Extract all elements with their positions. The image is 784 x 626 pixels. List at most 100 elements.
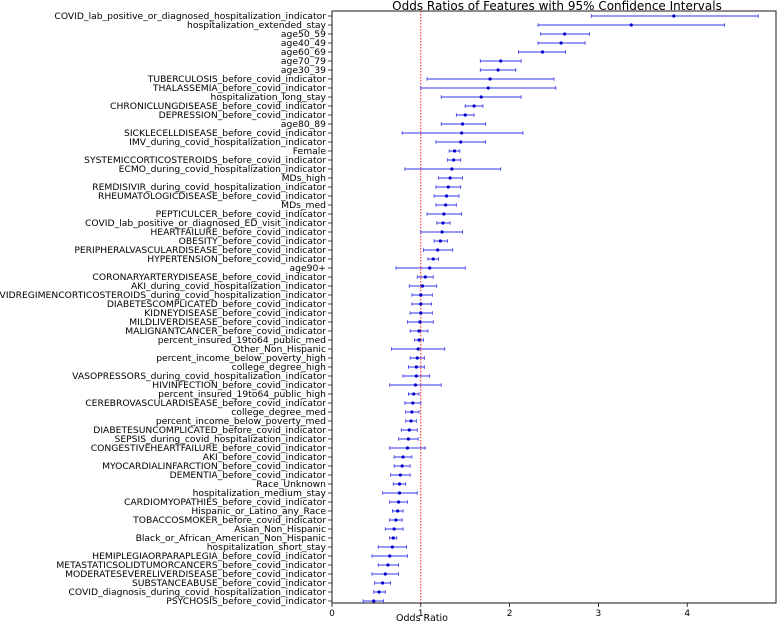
feature-label: ECMO_during_covid_hospitalization_indica… <box>119 164 327 175</box>
odds-ratio-point <box>672 14 676 18</box>
feature-label: DEPRESSION_before_covid_indicator <box>159 110 327 121</box>
x-tick-label: 3 <box>596 609 602 619</box>
chart-title: Odds Ratios of Features with 95% Confide… <box>392 0 722 13</box>
odds-ratio-point <box>372 599 376 603</box>
odds-ratio-point <box>388 554 392 558</box>
feature-label: age50_59 <box>281 29 326 40</box>
feature-label: SEPSIS_during_covid_hospitalization_indi… <box>114 434 326 445</box>
odds-ratio-point <box>499 59 503 63</box>
feature-label: Other_Non_Hispanic <box>233 344 326 355</box>
feature-label: MILDLIVERDISEASE_before_covid_indicator <box>129 317 326 328</box>
feature-label: CORONARYARTERYDISEASE_before_covid_indic… <box>92 272 326 283</box>
feature-label: MODERATESEVERELIVERDISEASE_before_covid_… <box>65 569 326 580</box>
feature-label: COVID_lab_positive_or_diagnosed_ED_visit… <box>85 218 326 229</box>
feature-label: PERIPHERALVASCULARDISEASE_before_covid_i… <box>74 245 326 256</box>
feature-label: hospitalization_long_stay <box>211 92 327 103</box>
odds-ratio-point <box>488 77 492 81</box>
odds-ratio-point <box>410 410 414 414</box>
feature-label: age70_79 <box>281 56 326 67</box>
odds-ratio-point <box>420 284 425 288</box>
odds-ratio-point <box>419 302 423 306</box>
feature-label: TOBACCOSMOKER_before_covid_indicator <box>132 515 326 526</box>
odds-ratio-point <box>444 203 448 207</box>
odds-ratio-point <box>412 392 416 396</box>
feature-label: percent_insured_19to64_public_med <box>158 335 326 346</box>
odds-ratio-point <box>390 545 394 549</box>
feature-label: hospitalization_medium_stay <box>193 488 327 499</box>
odds-ratio-point <box>486 86 490 90</box>
feature-label: percent_insured_19to64_public_high <box>158 389 326 400</box>
odds-ratio-point <box>563 32 567 36</box>
feature-label: VASOPRESSORS_during_covid_hospitalizatio… <box>72 371 326 382</box>
feature-label: MDs_high <box>282 173 327 184</box>
feature-label: THALASSEMIA_before_covid_indicator <box>152 83 326 94</box>
feature-label: MALIGNANTCANCER_before_covid_indicator <box>125 326 326 337</box>
feature-label: DEMENTIA_before_covid_indicator <box>170 470 327 481</box>
feature-label: percent_income_below_poverty_high <box>156 353 326 364</box>
odds-ratio-point <box>479 95 483 99</box>
odds-ratio-point <box>397 491 402 495</box>
odds-ratio-point <box>416 347 420 351</box>
odds-ratio-point <box>406 437 410 441</box>
feature-label: COVIDREGIMENCORTICOSTEROIDS_during_covid… <box>0 290 326 301</box>
feature-label: KIDNEYDISEASE_before_covid_indicator <box>144 308 326 319</box>
odds-ratio-point <box>441 221 445 225</box>
odds-ratio-point <box>417 329 421 333</box>
odds-ratio-point <box>460 122 465 126</box>
odds-ratio-point <box>398 473 402 477</box>
feature-label: MYOCARDIALINFARCTION_before_covid_indica… <box>102 461 326 472</box>
odds-ratio-point <box>442 212 446 216</box>
x-tick-label: 2 <box>507 609 513 619</box>
feature-label: DIABETESCOMPLICATED_before_covid_indicat… <box>107 299 326 310</box>
odds-ratio-point <box>428 266 432 270</box>
feature-label: SYSTEMICCORTICOSTEROIDS_before_covid_ind… <box>84 155 326 166</box>
odds-ratio-point <box>446 185 450 189</box>
feature-label: age30_39 <box>281 65 326 76</box>
feature-label: METASTATICSOLIDTUMORCANCERS_before_covid… <box>56 560 326 571</box>
odds-ratio-point <box>419 293 423 297</box>
odds-ratio-point <box>392 527 396 531</box>
feature-label: HIVINFECTION_before_covid_indicator <box>152 380 326 391</box>
odds-ratio-point <box>405 446 410 450</box>
feature-label: RHEUMATOLOGICDISEASE_before_covid_indica… <box>98 191 326 202</box>
feature-label: CHRONICLUNGDISEASE_before_covid_indicato… <box>110 101 326 112</box>
plot-frame <box>331 10 777 604</box>
odds-ratio-point <box>383 572 387 576</box>
feature-label: CARDIOMYOPATHIES_before_covid_indicator <box>124 497 326 508</box>
feature-label: TUBERCULOSIS_before_covid_indicator <box>147 74 326 85</box>
odds-ratio-point <box>409 419 413 423</box>
odds-ratio-point <box>414 365 418 369</box>
odds-ratio-point <box>400 464 404 468</box>
feature-label: Hispanic_or_Latino_any_Race <box>191 506 326 517</box>
odds-ratio-point <box>460 131 464 135</box>
x-tick-label: 4 <box>684 609 690 619</box>
odds-ratio-point <box>629 23 633 27</box>
feature-label: COVID_lab_positive_or_diagnosed_hospital… <box>54 11 326 22</box>
feature-label: AKI_before_covid_indicator <box>203 452 327 463</box>
odds-ratio-point <box>438 239 442 243</box>
feature-label: age40_49 <box>281 38 326 49</box>
feature-label: HEARTFAILURE_before_covid_indicator <box>150 227 326 238</box>
odds-ratio-point <box>414 374 418 378</box>
x-axis-label: Odds Ratio <box>396 613 448 624</box>
feature-label: Asian_Non_Hispanic <box>234 524 326 535</box>
odds-ratio-point <box>450 167 454 171</box>
odds-ratio-point <box>418 320 422 324</box>
feature-label: COVID_diagnosis_during_covid_hospitaliza… <box>68 587 326 598</box>
feature-label: REMDISIVIR_during_covid_hospitalization_… <box>92 182 326 193</box>
feature-label: age80_89 <box>281 119 326 130</box>
odds-ratio-point <box>448 176 452 180</box>
odds-ratio-point <box>452 149 457 153</box>
feature-label: CEREBROVASCULARDISEASE_before_covid_indi… <box>85 398 326 409</box>
plot-area: 0 1 2 3 4 COVID_lab_positive_or_diagnosed_hos… <box>0 10 777 619</box>
odds-ratio-point <box>423 275 427 279</box>
odds-ratio-point <box>496 68 500 72</box>
feature-label: SUBSTANCEABUSE_before_covid_indicator <box>132 578 326 589</box>
odds-ratio-point <box>459 140 463 144</box>
feature-label: DIABETESUNCOMPLICATED_before_covid_indic… <box>93 425 326 436</box>
feature-label: HEMIPLEGIAORPARAPLEGIA_before_covid_indi… <box>92 551 326 562</box>
odds-ratio-point <box>396 509 400 513</box>
odds-ratio-point <box>407 428 411 432</box>
